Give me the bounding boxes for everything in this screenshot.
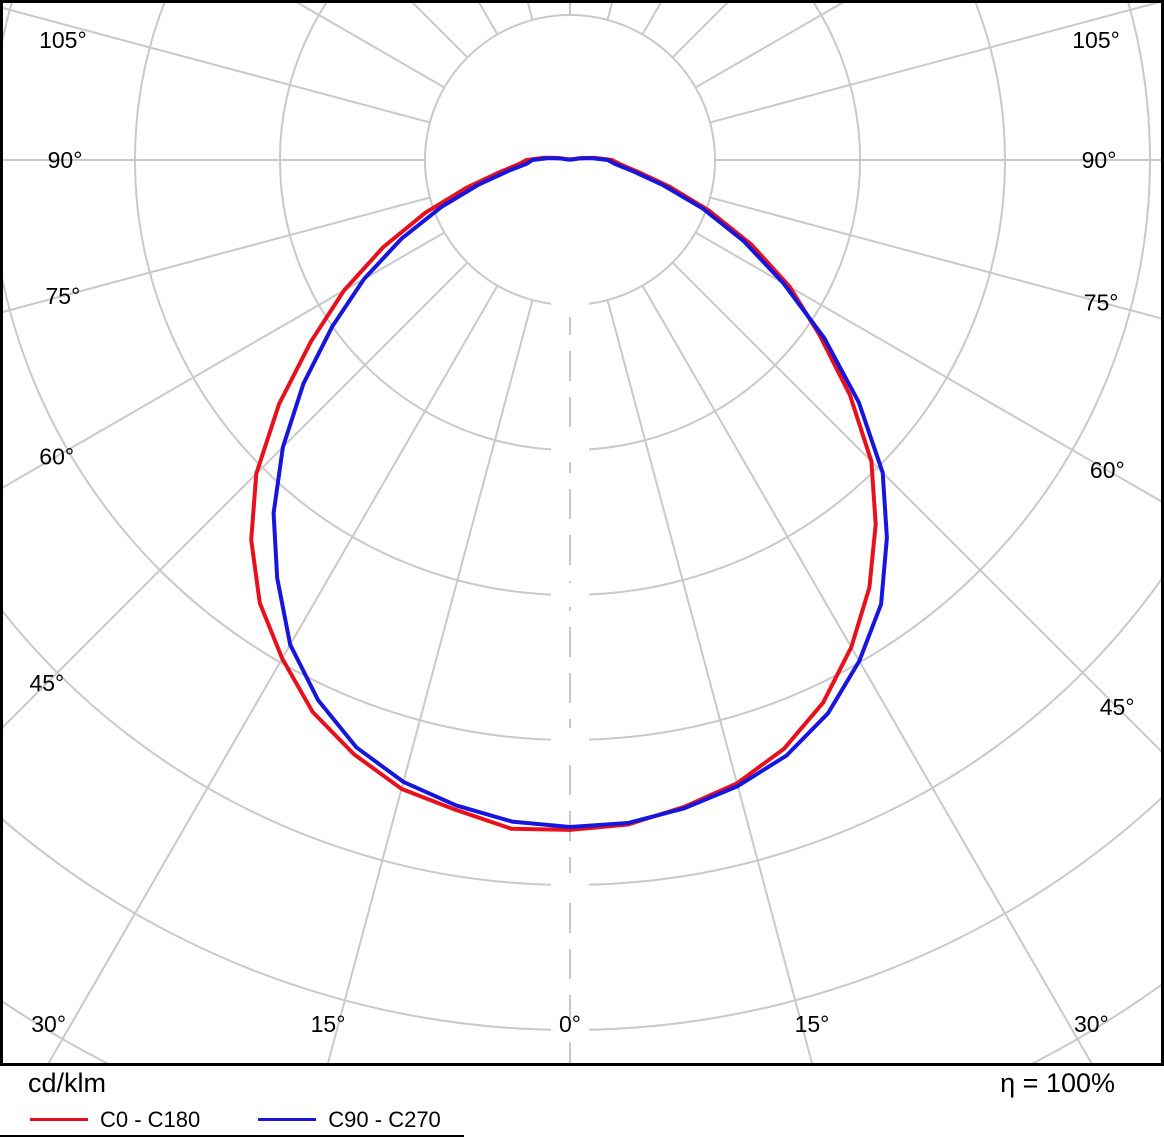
angle-tick-label: 30°	[31, 1011, 66, 1037]
ring-value-box	[551, 438, 589, 462]
c90-c270-line-swatch	[258, 1118, 317, 1121]
angle-tick-label: 105°	[39, 27, 87, 53]
legend-entries: C0 - C180 C90 - C270	[0, 1104, 464, 1137]
grid-ray	[671, 261, 1161, 753]
angle-tick-label: 105°	[1072, 27, 1120, 53]
legend-entry-c0-c180: C0 - C180	[30, 1107, 200, 1133]
angle-tick-label: 45°	[1100, 694, 1135, 720]
angle-tick-label: 15°	[795, 1011, 830, 1037]
grid-ray	[3, 261, 469, 729]
efficiency-value: η = 100%	[1000, 1068, 1115, 1098]
ring-value-box	[551, 728, 589, 752]
legend-entry-label: C0 - C180	[100, 1106, 201, 1132]
angle-tick-label: 60°	[1090, 457, 1125, 483]
ring-value-box	[551, 873, 589, 897]
angle-tick-label: 75°	[1084, 289, 1119, 315]
polar-chart: 0° 15° 15° 30° 30° 45° 45° 60° 60° 75° 75° 90° 90° 10…	[0, 0, 1164, 1066]
chart-legend: cd/klm η = 100% C0 - C180 C90 - C270	[0, 1066, 1164, 1140]
grid-ray	[606, 299, 813, 1063]
angle-tick-label: 75°	[45, 283, 80, 309]
legend-entry-label: C90 - C270	[328, 1106, 441, 1132]
grid-ray	[641, 285, 1093, 1063]
grid-ray	[3, 196, 431, 313]
angle-tick-label: 0°	[559, 1011, 581, 1037]
grid-ray	[327, 299, 534, 1063]
angle-tick-label: 90°	[48, 147, 83, 173]
legend-entry-c90-c270: C90 - C270	[258, 1107, 441, 1133]
grid-ray	[3, 7, 431, 124]
grid-ray	[3, 231, 445, 489]
angle-tick-label: 45°	[29, 670, 64, 696]
grid-ray	[709, 196, 1161, 320]
ring-value-box	[551, 583, 589, 607]
ring-value-box	[551, 1018, 589, 1042]
grid-ray	[47, 285, 499, 1063]
ring-value-box	[551, 293, 589, 317]
angle-tick-label: 90°	[1082, 147, 1117, 173]
grid-ray	[709, 3, 1160, 124]
angle-tick-label: 30°	[1074, 1011, 1109, 1037]
units-label: cd/klm	[28, 1068, 107, 1098]
grid-ray	[695, 231, 1161, 503]
c0-c180-line-swatch	[30, 1118, 88, 1121]
angle-tick-label: 15°	[311, 1011, 346, 1037]
curve-C90-C270	[271, 156, 889, 829]
angle-tick-label: 60°	[39, 443, 74, 469]
